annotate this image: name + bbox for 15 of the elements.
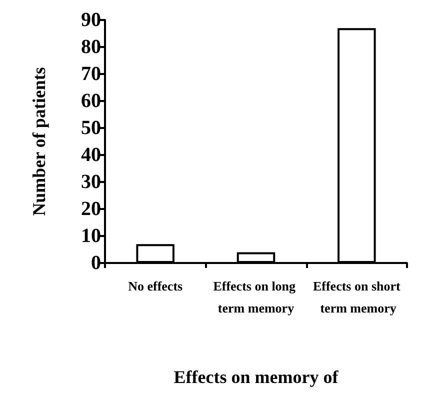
y-tick-label: 0 xyxy=(91,252,101,274)
y-tick-label: 30 xyxy=(81,171,101,193)
y-tick-label: 80 xyxy=(81,36,101,58)
x-tick-label: No effects xyxy=(128,278,183,294)
y-tick-label: 60 xyxy=(81,90,101,112)
x-tick-label: Effects on long term memory xyxy=(213,278,299,316)
x-tick-label: Effects on short term memory xyxy=(312,278,402,316)
y-tick-label: 50 xyxy=(81,117,101,139)
y-axis-title: Number of patients xyxy=(29,67,49,216)
y-tick-label: 20 xyxy=(81,198,101,220)
x-axis-title: Effects on memory of xyxy=(174,367,340,387)
y-tick-label: 70 xyxy=(81,63,101,85)
y-tick-label: 90 xyxy=(81,9,101,31)
y-tick-label: 10 xyxy=(81,225,101,247)
y-tick-label: 40 xyxy=(81,144,101,166)
